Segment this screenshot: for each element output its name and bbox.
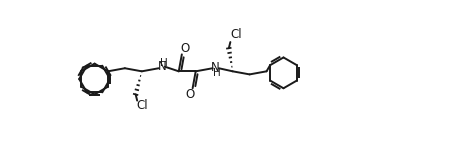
Text: Cl: Cl <box>136 99 147 112</box>
Text: Cl: Cl <box>231 28 242 41</box>
Text: N: N <box>211 61 219 74</box>
Text: O: O <box>185 88 194 101</box>
Text: H: H <box>213 68 221 78</box>
Text: N: N <box>158 60 166 73</box>
Text: H: H <box>160 58 168 68</box>
Text: O: O <box>180 42 190 55</box>
